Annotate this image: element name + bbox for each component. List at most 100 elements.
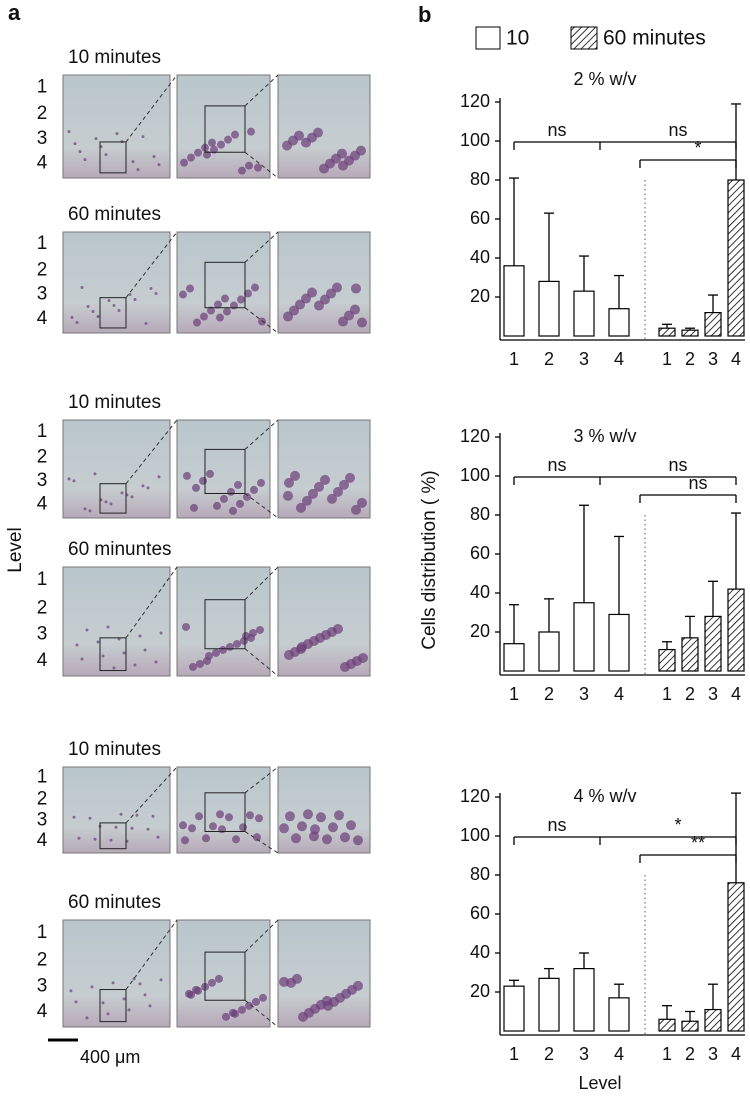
cell <box>291 833 301 844</box>
cell <box>96 315 100 319</box>
cell <box>70 316 74 320</box>
level-number: 1 <box>37 922 48 943</box>
level-number: 2 <box>37 789 48 810</box>
bar <box>573 290 595 337</box>
x-tick-label: 2 <box>544 684 554 704</box>
y-tick-label: 20 <box>470 286 490 306</box>
cell <box>297 821 307 832</box>
image-caption: 10 minutes <box>68 392 161 413</box>
cell <box>149 287 153 291</box>
x-tick-label: 3 <box>579 684 589 704</box>
y-tick-label: 20 <box>470 621 490 641</box>
significance-label: * <box>694 138 701 158</box>
cell <box>217 140 225 149</box>
cell <box>323 1000 333 1011</box>
zoom-line <box>244 919 279 953</box>
cell <box>154 292 158 296</box>
cell <box>301 137 311 148</box>
cell <box>194 986 202 995</box>
cell <box>141 484 145 488</box>
cell <box>151 814 155 818</box>
cell <box>72 815 76 819</box>
level-number: 1 <box>37 233 48 254</box>
x-tick-label: 1 <box>662 349 672 369</box>
y-tick-label: 80 <box>470 169 490 189</box>
micrograph <box>62 231 171 334</box>
x-tick-label: 4 <box>614 349 624 369</box>
cell <box>297 641 307 652</box>
cell <box>242 631 250 640</box>
cell <box>231 1009 239 1018</box>
cell <box>154 660 158 664</box>
level-number: 3 <box>37 624 48 645</box>
cell <box>210 145 218 154</box>
zoom-line <box>244 231 279 263</box>
bar <box>503 265 525 337</box>
cell <box>179 821 187 830</box>
cell <box>207 306 215 315</box>
micrograph <box>62 766 171 854</box>
cell <box>85 1016 89 1020</box>
cell <box>223 307 231 316</box>
cell <box>187 990 195 999</box>
bar <box>681 1020 699 1032</box>
cell <box>302 495 312 506</box>
cell <box>69 989 73 993</box>
cell <box>106 625 110 629</box>
cell <box>319 163 329 174</box>
cell <box>209 822 217 831</box>
cell <box>258 317 266 326</box>
cell <box>202 834 210 843</box>
cell <box>80 286 84 290</box>
cell <box>279 823 289 834</box>
cell <box>144 322 148 326</box>
cell <box>157 163 161 167</box>
cell <box>236 499 244 508</box>
micrograph <box>176 566 271 677</box>
cell <box>286 977 296 988</box>
scale-label: 400 μm <box>80 1047 140 1067</box>
cell <box>138 982 142 986</box>
bar <box>681 637 699 672</box>
cell <box>104 153 108 157</box>
cell <box>284 477 294 488</box>
cell <box>156 835 160 839</box>
bar <box>681 329 699 337</box>
cell <box>182 622 190 631</box>
cell <box>334 810 344 821</box>
cell <box>93 837 97 841</box>
cell <box>227 487 235 496</box>
cell <box>251 283 259 292</box>
cell <box>357 317 367 328</box>
cell <box>224 135 232 144</box>
panel-label: b <box>418 2 431 27</box>
cell <box>73 142 77 146</box>
bar <box>658 648 676 672</box>
level-number: 2 <box>37 597 48 618</box>
cell <box>216 313 224 322</box>
image-caption: 10 minutes <box>68 739 161 760</box>
significance-label: * <box>674 815 681 835</box>
cell <box>128 293 132 297</box>
bar <box>658 1018 676 1032</box>
cell <box>120 491 124 495</box>
cell <box>194 148 202 157</box>
cell <box>225 813 233 822</box>
cell <box>239 823 247 832</box>
bar <box>608 997 630 1032</box>
bar <box>608 613 630 672</box>
cell <box>215 974 223 983</box>
cell <box>212 648 220 657</box>
cell <box>250 485 258 494</box>
cell <box>101 1001 105 1005</box>
cell <box>200 312 208 321</box>
cell <box>183 471 191 480</box>
zoom-line <box>125 566 178 639</box>
cell <box>303 809 313 820</box>
legend-label: 60 minutes <box>603 27 706 50</box>
zoom-line <box>244 419 279 450</box>
cell <box>101 654 105 658</box>
cell <box>148 1004 152 1008</box>
cell <box>75 643 79 647</box>
x-tick-label: 4 <box>614 684 624 704</box>
